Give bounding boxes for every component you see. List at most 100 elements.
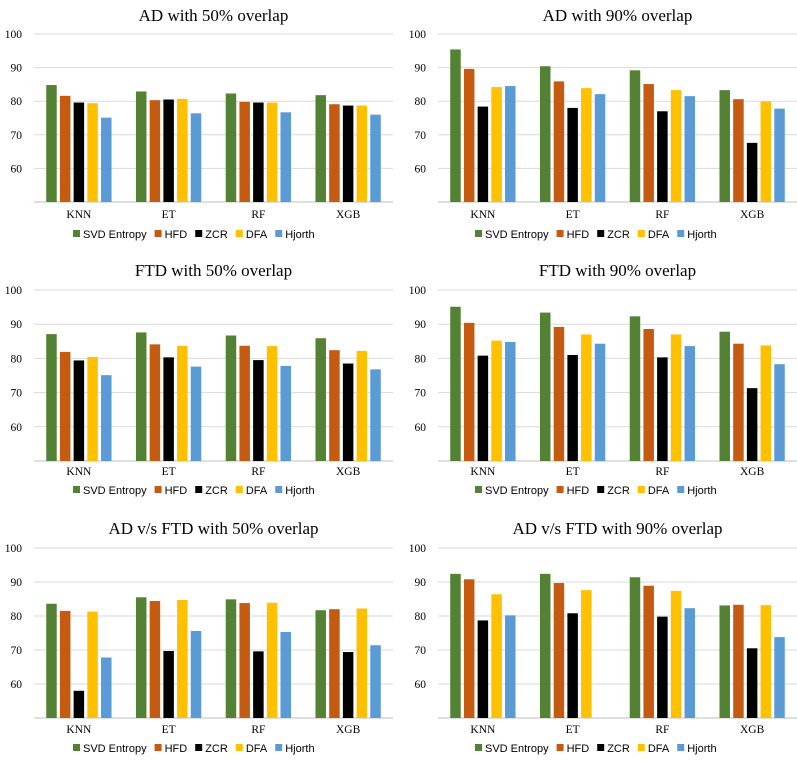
- legend-item-svd-entropy: SVD Entropy: [73, 485, 147, 497]
- legend-label: ZCR: [607, 485, 630, 497]
- legend-item-hfd: HFD: [154, 743, 187, 755]
- bar-dfa-knn: [491, 87, 502, 202]
- legend-label: Hjorth: [687, 229, 716, 241]
- bar-hfd-rf: [643, 84, 654, 202]
- legend-swatch: [154, 230, 162, 237]
- chart-panel-4: FTD with 90% overlap 60 70 80 90 100 KNN ET RF XG…: [409, 261, 797, 497]
- bar-hjorth-xgb: [370, 369, 381, 461]
- legend-item-svd-entropy: SVD Entropy: [475, 485, 549, 497]
- bar-svd-entropy-xgb: [315, 610, 326, 718]
- y-tick-label: 80: [11, 611, 23, 623]
- legend-swatch: [677, 744, 685, 751]
- legend-item-hjorth: Hjorth: [677, 485, 717, 497]
- bar-zcr-et: [163, 357, 174, 461]
- bar-hjorth-knn: [101, 117, 112, 202]
- bar-zcr-knn: [73, 102, 85, 202]
- bar-svd-entropy-knn: [46, 334, 57, 461]
- bar-hfd-xgb: [733, 343, 744, 461]
- bar-hjorth-knn: [505, 615, 516, 718]
- bar-zcr-xgb: [342, 652, 354, 718]
- legend-item-zcr: ZCR: [597, 485, 630, 497]
- bar-svd-entropy-xgb: [315, 95, 326, 202]
- y-tick-label: 60: [415, 163, 427, 175]
- legend-label: Hjorth: [285, 743, 314, 755]
- y-tick-label: 90: [11, 319, 23, 331]
- bar-svd-entropy-et: [539, 312, 551, 461]
- bar-hfd-rf: [643, 328, 654, 461]
- bar-dfa-et: [581, 334, 592, 461]
- bar-svd-entropy-knn: [450, 49, 461, 203]
- legend-label: DFA: [648, 743, 670, 755]
- bar-hfd-et: [149, 344, 161, 461]
- y-tick-label: 100: [409, 29, 427, 41]
- legend-swatch: [677, 230, 685, 237]
- legend-item-dfa: DFA: [637, 743, 670, 755]
- bar-zcr-xgb: [746, 142, 758, 202]
- legend-label: Hjorth: [285, 229, 314, 241]
- x-tick-label: KNN: [470, 724, 496, 736]
- legend-swatch: [275, 744, 283, 751]
- bar-dfa-knn: [491, 594, 502, 718]
- bar-zcr-knn: [477, 106, 489, 202]
- bar-zcr-knn: [477, 620, 489, 718]
- bar-hjorth-et: [594, 94, 606, 202]
- bar-hjorth-xgb: [774, 364, 785, 461]
- bar-svd-entropy-knn: [450, 306, 461, 461]
- bar-dfa-et: [177, 98, 188, 202]
- y-tick-label: 90: [415, 577, 427, 589]
- bar-hjorth-knn: [101, 375, 112, 461]
- bar-hjorth-xgb: [774, 108, 785, 202]
- legend-swatch: [677, 486, 685, 493]
- bar-hfd-rf: [239, 345, 250, 461]
- bar-hfd-rf: [239, 603, 250, 718]
- bar-hjorth-knn: [505, 341, 516, 461]
- x-tick-label: RF: [251, 466, 265, 478]
- bar-hjorth-rf: [684, 608, 696, 718]
- legend-item-hfd: HFD: [556, 229, 589, 241]
- y-tick-label: 70: [415, 388, 427, 400]
- bar-hjorth-rf: [684, 346, 696, 461]
- bar-svd-entropy-rf: [225, 93, 237, 202]
- y-tick-label: 70: [11, 130, 23, 142]
- bar-svd-entropy-rf: [225, 335, 237, 461]
- legend-swatch: [235, 230, 243, 237]
- legend-swatch: [275, 230, 283, 237]
- legend-swatch: [475, 230, 482, 237]
- x-tick-label: KNN: [66, 724, 92, 736]
- legend-label: DFA: [648, 485, 670, 497]
- bar-svd-entropy-xgb: [719, 605, 730, 718]
- bar-hfd-rf: [643, 585, 654, 718]
- legend-swatch: [556, 230, 564, 237]
- legend-item-hjorth: Hjorth: [677, 743, 717, 755]
- bar-dfa-rf: [670, 90, 682, 202]
- bar-dfa-et: [581, 88, 592, 202]
- bar-dfa-xgb: [356, 608, 368, 718]
- bar-hfd-rf: [239, 101, 250, 202]
- legend-label: SVD Entropy: [485, 229, 549, 241]
- bar-dfa-rf: [670, 334, 682, 461]
- legend-swatch: [154, 744, 162, 751]
- legend-swatch: [195, 230, 203, 237]
- bar-dfa-xgb: [356, 350, 368, 461]
- bar-zcr-et: [567, 354, 578, 461]
- legend-item-dfa: DFA: [637, 229, 670, 241]
- bar-zcr-rf: [253, 651, 264, 718]
- legend-swatch: [73, 486, 80, 493]
- legend-label: ZCR: [607, 743, 630, 755]
- legend-item-hfd: HFD: [154, 485, 187, 497]
- y-tick-label: 80: [11, 96, 23, 108]
- chart-panel-6: AD v/s FTD with 90% overlap 60 70 80 90 100 KN…: [409, 519, 797, 755]
- x-tick-label: ET: [162, 466, 176, 478]
- bar-dfa-xgb: [760, 101, 772, 202]
- legend-item-hjorth: Hjorth: [275, 229, 315, 241]
- legend-item-hjorth: Hjorth: [677, 229, 717, 241]
- legend-item-hfd: HFD: [556, 743, 589, 755]
- bar-dfa-et: [177, 600, 188, 718]
- bar-zcr-xgb: [746, 388, 758, 461]
- y-tick-label: 60: [11, 163, 23, 175]
- bar-zcr-et: [163, 651, 174, 718]
- bar-hfd-xgb: [733, 99, 744, 202]
- legend-item-dfa: DFA: [235, 743, 268, 755]
- legend-label: Hjorth: [687, 485, 716, 497]
